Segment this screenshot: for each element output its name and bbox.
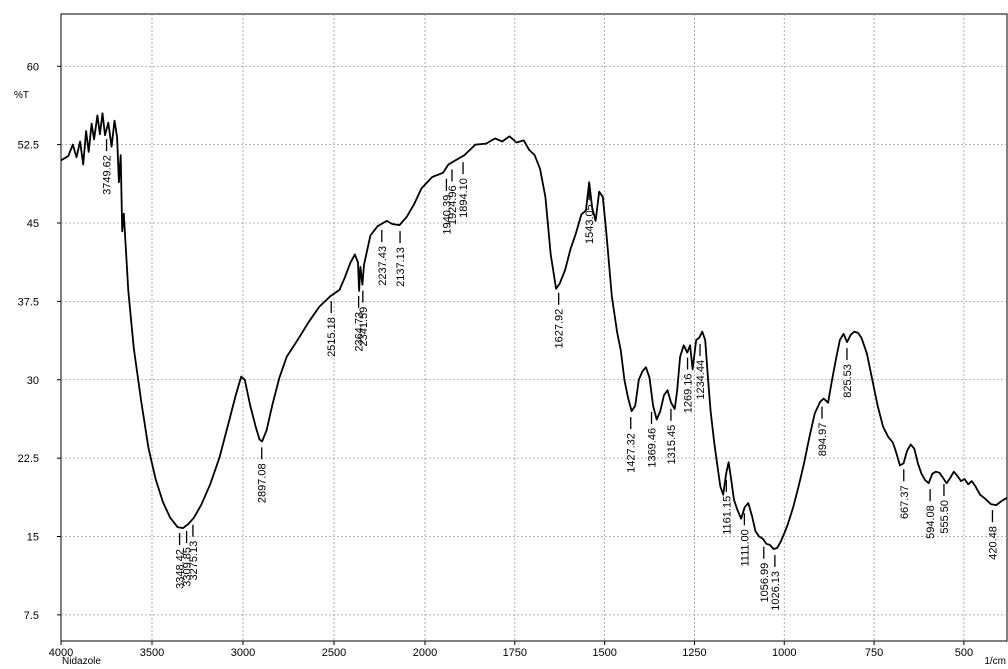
peak-marker: 1161.15: [721, 479, 733, 535]
peak-label: 894.97: [817, 423, 829, 457]
peak-label: 2137.13: [395, 247, 407, 287]
peak-marker: 1234.44: [695, 343, 707, 400]
x-tick-label: 3000: [231, 647, 255, 659]
peak-label: 1161.15: [721, 496, 733, 535]
x-tick-label: 1750: [503, 647, 527, 659]
peak-marker: 3348.42: [175, 533, 187, 589]
peak-marker: 1269.16: [683, 357, 695, 414]
peak-label: 1894.10: [458, 178, 470, 218]
y-tick-label: 7.5: [24, 610, 39, 622]
peak-marker: 825.53: [842, 348, 854, 398]
x-tick-label: 750: [865, 647, 883, 659]
peak-label: 3275.13: [188, 541, 200, 581]
peak-label: 420.48: [988, 526, 1000, 560]
peak-marker: 1026.13: [770, 555, 782, 611]
y-tick-label: 22.5: [18, 453, 39, 465]
peak-marker: 2897.08: [257, 447, 269, 503]
y-tick-label: 60: [27, 61, 39, 73]
grid: [61, 14, 1007, 641]
peak-label: 3749.62: [102, 155, 114, 195]
sample-name-label: Nidazole: [62, 656, 101, 667]
x-tick-label: 2500: [322, 647, 346, 659]
peak-label: 555.50: [939, 500, 951, 534]
x-tick-label: 2000: [413, 647, 437, 659]
x-unit-label: 1/cm: [984, 656, 1006, 667]
peak-marker: 1894.10: [458, 162, 470, 218]
peak-marker: 2341.59: [358, 290, 370, 347]
x-tick-label: 3500: [140, 647, 164, 659]
peak-marker: 555.50: [939, 483, 951, 534]
y-unit-label: %T: [14, 90, 29, 101]
peak-label: 1269.16: [683, 374, 695, 414]
peak-label: 1924.96: [447, 185, 459, 225]
peak-label: 2237.43: [377, 246, 389, 286]
peak-marker: 3275.13: [188, 524, 200, 581]
spectrum-line: [60, 112, 1008, 550]
peak-marker: 3309.85: [182, 531, 194, 587]
x-tick-label: 1250: [682, 647, 706, 659]
peak-label: 2341.59: [358, 307, 370, 347]
peak-marker: 2515.18: [326, 301, 338, 357]
peak-marker: 1427.32: [626, 417, 638, 473]
peak-label: 2897.08: [257, 463, 269, 503]
peak-label: 2515.18: [326, 317, 338, 357]
y-tick-label: 15: [27, 532, 39, 544]
y-tick-label: 30: [27, 375, 39, 387]
peak-marker: 420.48: [988, 510, 1000, 560]
peak-marker: 2137.13: [395, 231, 407, 287]
peak-marker: 3749.62: [102, 139, 114, 195]
peak-label: 1234.44: [695, 360, 707, 400]
peak-label: 1369.46: [647, 428, 659, 468]
peak-marker: 667.37: [899, 469, 911, 519]
peak-marker: 1056.99: [759, 546, 771, 603]
peak-label: 1026.13: [770, 571, 782, 611]
plot-frame: [60, 13, 1008, 642]
peak-marker: 594.08: [925, 489, 937, 539]
peak-label: 667.37: [899, 485, 911, 519]
peak-label: 594.08: [925, 505, 937, 539]
x-tick-label: 4000: [49, 647, 73, 659]
x-tick-label: 1000: [772, 647, 796, 659]
y-tick-label: 45: [27, 218, 39, 230]
peak-marker: 894.97: [817, 406, 829, 457]
peak-label: 1427.32: [626, 433, 638, 473]
peak-label: 3309.85: [182, 547, 194, 587]
peak-label: 3348.42: [175, 549, 187, 589]
peak-marker: 1543.05: [584, 188, 596, 244]
peak-marker: 2237.43: [377, 230, 389, 286]
peak-marker: 1924.96: [447, 169, 459, 225]
x-tick-label: 500: [955, 647, 973, 659]
peak-marker: 1315.45: [666, 408, 678, 465]
peak-label: 1315.45: [666, 425, 678, 465]
peak-label: 825.53: [842, 364, 854, 398]
peak-label: 1056.99: [759, 563, 771, 603]
spectrum-series: [60, 112, 1008, 550]
peak-label: 1940.39: [441, 195, 453, 235]
axis-ticks: 4000 3500 3000 2500 2000 1750 1500 1250 1000 750 5…: [18, 61, 973, 659]
peak-label: 1111.00: [739, 529, 751, 566]
peak-label: 2364.73: [354, 312, 366, 352]
peak-marker: 1627.92: [554, 292, 566, 349]
peak-label: 1543.05: [584, 204, 596, 244]
peak-marker: 1369.46: [647, 411, 659, 468]
x-tick-label: 1500: [592, 647, 616, 659]
peak-marker: 1940.39: [441, 178, 453, 235]
y-tick-label: 37.5: [18, 296, 39, 308]
peak-label: 1627.92: [554, 309, 566, 349]
y-tick-label: 52.5: [18, 140, 39, 152]
peak-marker: 2364.73: [354, 295, 366, 352]
peak-marker: 1111.00: [739, 513, 751, 567]
